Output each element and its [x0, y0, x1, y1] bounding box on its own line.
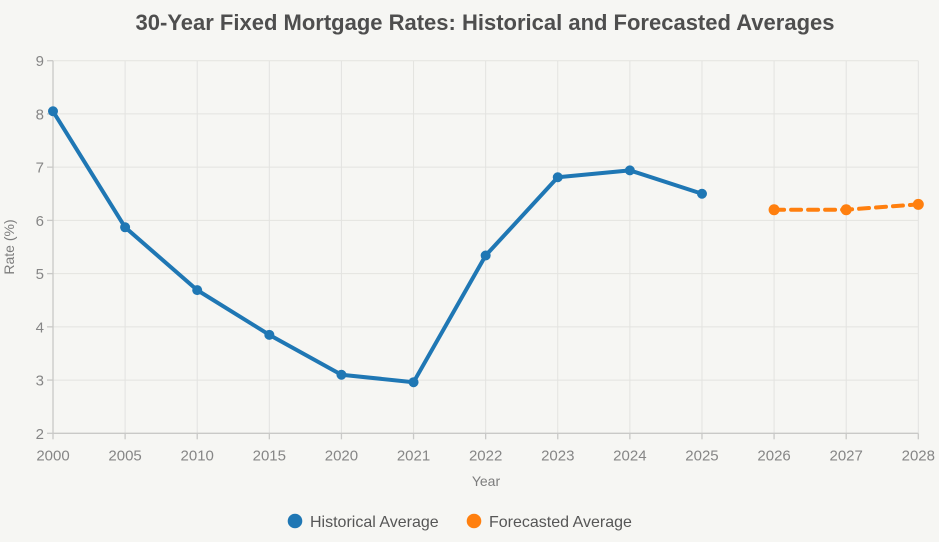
- historical-average-point: [696, 188, 707, 199]
- historical-average-line: [51, 109, 704, 385]
- x-tick-label: 2022: [469, 447, 502, 464]
- forecasted-average-point: [840, 204, 852, 216]
- historical-average-point: [408, 377, 419, 388]
- historical-average-point: [120, 222, 131, 233]
- forecasted-average-point: [912, 198, 924, 210]
- y-tick-label: 4: [36, 319, 44, 336]
- forecasted-average-point: [768, 204, 780, 216]
- historical-average-point: [48, 106, 58, 117]
- x-tick-label: 2005: [108, 447, 141, 464]
- legend-label: Forecasted Average: [489, 514, 632, 531]
- y-tick-label: 2: [36, 426, 44, 443]
- legend-marker-icon: [287, 513, 303, 529]
- x-axis-title: Year: [472, 473, 501, 489]
- x-tick-label: 2024: [613, 447, 646, 464]
- x-tick-label: 2021: [397, 447, 430, 464]
- x-tick-label: 2000: [36, 447, 69, 464]
- y-tick-label: 7: [36, 160, 44, 177]
- historical-average-point: [480, 250, 491, 261]
- x-tick-label: 2023: [541, 447, 574, 464]
- x-tick-label: 2025: [685, 447, 718, 464]
- x-tick-label: 2010: [181, 447, 214, 464]
- legend-item-forecasted-average[interactable]: Forecasted Average: [466, 513, 632, 531]
- chart-title: 30-Year Fixed Mortgage Rates: Historical…: [136, 10, 835, 35]
- historical-average-point: [552, 172, 563, 183]
- y-tick-label: 9: [36, 53, 44, 70]
- historical-average-point: [624, 165, 635, 176]
- x-tick-label: 2028: [902, 447, 935, 464]
- series-layer: [48, 106, 924, 388]
- y-tick-label: 6: [36, 213, 44, 230]
- axes-layer: 2 3 4 5 6 7 8 9 2000 2005 2010 2015 2020 2021 2022 2023…: [36, 53, 935, 464]
- historical-average-point: [336, 369, 347, 380]
- y-tick-label: 5: [36, 266, 44, 283]
- x-tick-label: 2020: [325, 447, 358, 464]
- historical-average-point: [192, 285, 203, 296]
- legend-item-historical-average[interactable]: Historical Average: [287, 513, 439, 531]
- legend: Historical Average Forecasted Average: [287, 513, 632, 531]
- historical-average-point: [264, 329, 275, 340]
- x-tick-label: 2027: [830, 447, 863, 464]
- x-tick-label: 2026: [757, 447, 790, 464]
- y-tick-label: 8: [36, 106, 44, 123]
- y-axis-title: Rate (%): [1, 219, 17, 274]
- legend-label: Historical Average: [310, 514, 439, 531]
- y-tick-label: 3: [36, 373, 44, 390]
- legend-marker-icon: [466, 513, 482, 529]
- x-tick-label: 2015: [253, 447, 286, 464]
